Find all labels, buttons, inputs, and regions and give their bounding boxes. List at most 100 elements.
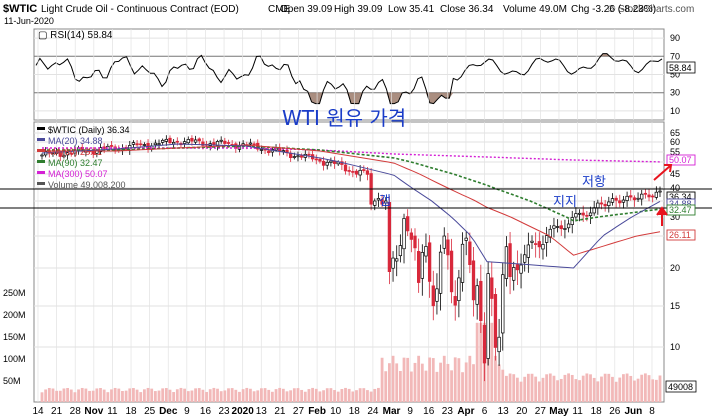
candle-body bbox=[537, 241, 541, 248]
candle-body bbox=[190, 137, 194, 142]
candle-body bbox=[468, 241, 472, 265]
volume-bar bbox=[300, 389, 304, 402]
candle-body bbox=[544, 235, 549, 243]
annotation-title: WTI 원유 가격 bbox=[282, 106, 406, 130]
volume-bar bbox=[406, 357, 410, 402]
volume-bar bbox=[336, 391, 340, 402]
candle-body bbox=[373, 200, 377, 206]
volume-bar bbox=[150, 388, 154, 402]
volume-tick-label: 150M bbox=[3, 332, 26, 342]
x-tick-label: 24 bbox=[367, 406, 379, 417]
volume-bar bbox=[333, 390, 336, 402]
candle-body bbox=[142, 144, 147, 146]
candle-body bbox=[493, 294, 498, 348]
volume-bar bbox=[614, 381, 618, 402]
candle-body bbox=[299, 155, 304, 158]
rsi-tick-label: 70 bbox=[670, 51, 680, 61]
candle-body bbox=[471, 260, 476, 301]
candle-body bbox=[490, 277, 494, 299]
price-tick-label: 55 bbox=[670, 147, 680, 157]
candle-body bbox=[175, 140, 179, 143]
candle-body bbox=[259, 149, 264, 151]
x-tick-label: 21 bbox=[51, 406, 63, 417]
legend-swatch bbox=[37, 127, 45, 130]
volume-bar bbox=[578, 380, 581, 402]
volume-bar bbox=[479, 322, 483, 402]
x-tick-label: Mar bbox=[383, 406, 401, 417]
volume-bar bbox=[153, 391, 157, 402]
candle-body bbox=[446, 239, 450, 256]
volume-badge bbox=[665, 380, 697, 393]
chart-exchange: CME bbox=[268, 4, 291, 15]
rsi-tick-label: 30 bbox=[670, 88, 680, 98]
volume-bar bbox=[113, 387, 117, 402]
candle-body bbox=[197, 138, 201, 142]
price-tick-label: 15 bbox=[670, 301, 680, 311]
candle-body bbox=[636, 197, 640, 200]
volume-bar bbox=[314, 388, 318, 402]
volume-bar bbox=[391, 355, 395, 402]
candle-body bbox=[395, 258, 399, 262]
volume-bar bbox=[366, 390, 369, 402]
volume-bar bbox=[475, 322, 479, 402]
volume-bar bbox=[380, 357, 384, 402]
price-badge bbox=[666, 229, 696, 241]
x-tick-label: May bbox=[549, 406, 569, 417]
volume-bar bbox=[303, 391, 307, 402]
volume-bar bbox=[102, 389, 106, 402]
volume-bar bbox=[230, 388, 234, 402]
volume-bar bbox=[51, 388, 55, 402]
candle-body bbox=[171, 142, 176, 145]
legend-item: $WTIC (Daily) 36.34 bbox=[48, 125, 130, 135]
candle-body bbox=[658, 190, 662, 193]
rsi-tick-label: 90 bbox=[670, 33, 680, 43]
volume-bar bbox=[643, 373, 647, 402]
candle-body bbox=[541, 244, 545, 250]
volume-bar bbox=[241, 389, 245, 402]
volume-bar bbox=[636, 378, 640, 402]
candles bbox=[40, 135, 662, 382]
candle-body bbox=[164, 138, 168, 142]
volume-bar bbox=[625, 373, 629, 402]
legend-swatch bbox=[37, 138, 45, 141]
volume-bar bbox=[197, 388, 201, 402]
candle-body bbox=[226, 142, 231, 144]
volume-bar bbox=[267, 389, 271, 402]
candle-body bbox=[577, 212, 582, 215]
candle-body bbox=[109, 145, 114, 147]
volume-bar bbox=[409, 371, 413, 402]
candle-body bbox=[651, 195, 655, 198]
volume-bar bbox=[512, 374, 516, 402]
volume-bar bbox=[387, 363, 391, 402]
price-badge bbox=[666, 154, 696, 166]
candle-body bbox=[193, 139, 198, 143]
annotation-resistance: 저항 bbox=[582, 175, 606, 190]
candle-body bbox=[424, 246, 428, 257]
candle-body bbox=[161, 139, 165, 143]
rsi-value-badge-text: 58.84 bbox=[669, 63, 692, 73]
volume-bar bbox=[545, 374, 549, 402]
x-tick-label: 21 bbox=[274, 406, 286, 417]
price-badge-text: 34.88 bbox=[669, 199, 692, 209]
arrow-support-icon bbox=[656, 206, 668, 226]
candle-body bbox=[321, 160, 326, 166]
x-tick-label: 23 bbox=[442, 406, 454, 417]
volume-bar bbox=[600, 376, 603, 402]
volume-bar bbox=[146, 387, 150, 402]
volume-bar bbox=[99, 388, 102, 402]
x-tick-label: 11 bbox=[572, 406, 583, 417]
candle-body bbox=[603, 203, 607, 207]
volume-bar bbox=[252, 391, 256, 402]
candle-body bbox=[460, 243, 465, 283]
volume-bar bbox=[457, 358, 461, 402]
candle-body bbox=[526, 244, 531, 258]
candle-body bbox=[402, 218, 406, 250]
ohlc-chg: Chg -3.26 (-8.23%) bbox=[571, 4, 656, 15]
candle-body bbox=[438, 251, 443, 294]
rsi-tick-label: 50 bbox=[670, 70, 680, 80]
chart-date: 11-Jun-2020 bbox=[4, 16, 54, 26]
rsi-line bbox=[35, 53, 663, 105]
candle-body bbox=[453, 296, 457, 306]
candle-body bbox=[292, 156, 296, 158]
candle-body bbox=[168, 137, 172, 144]
